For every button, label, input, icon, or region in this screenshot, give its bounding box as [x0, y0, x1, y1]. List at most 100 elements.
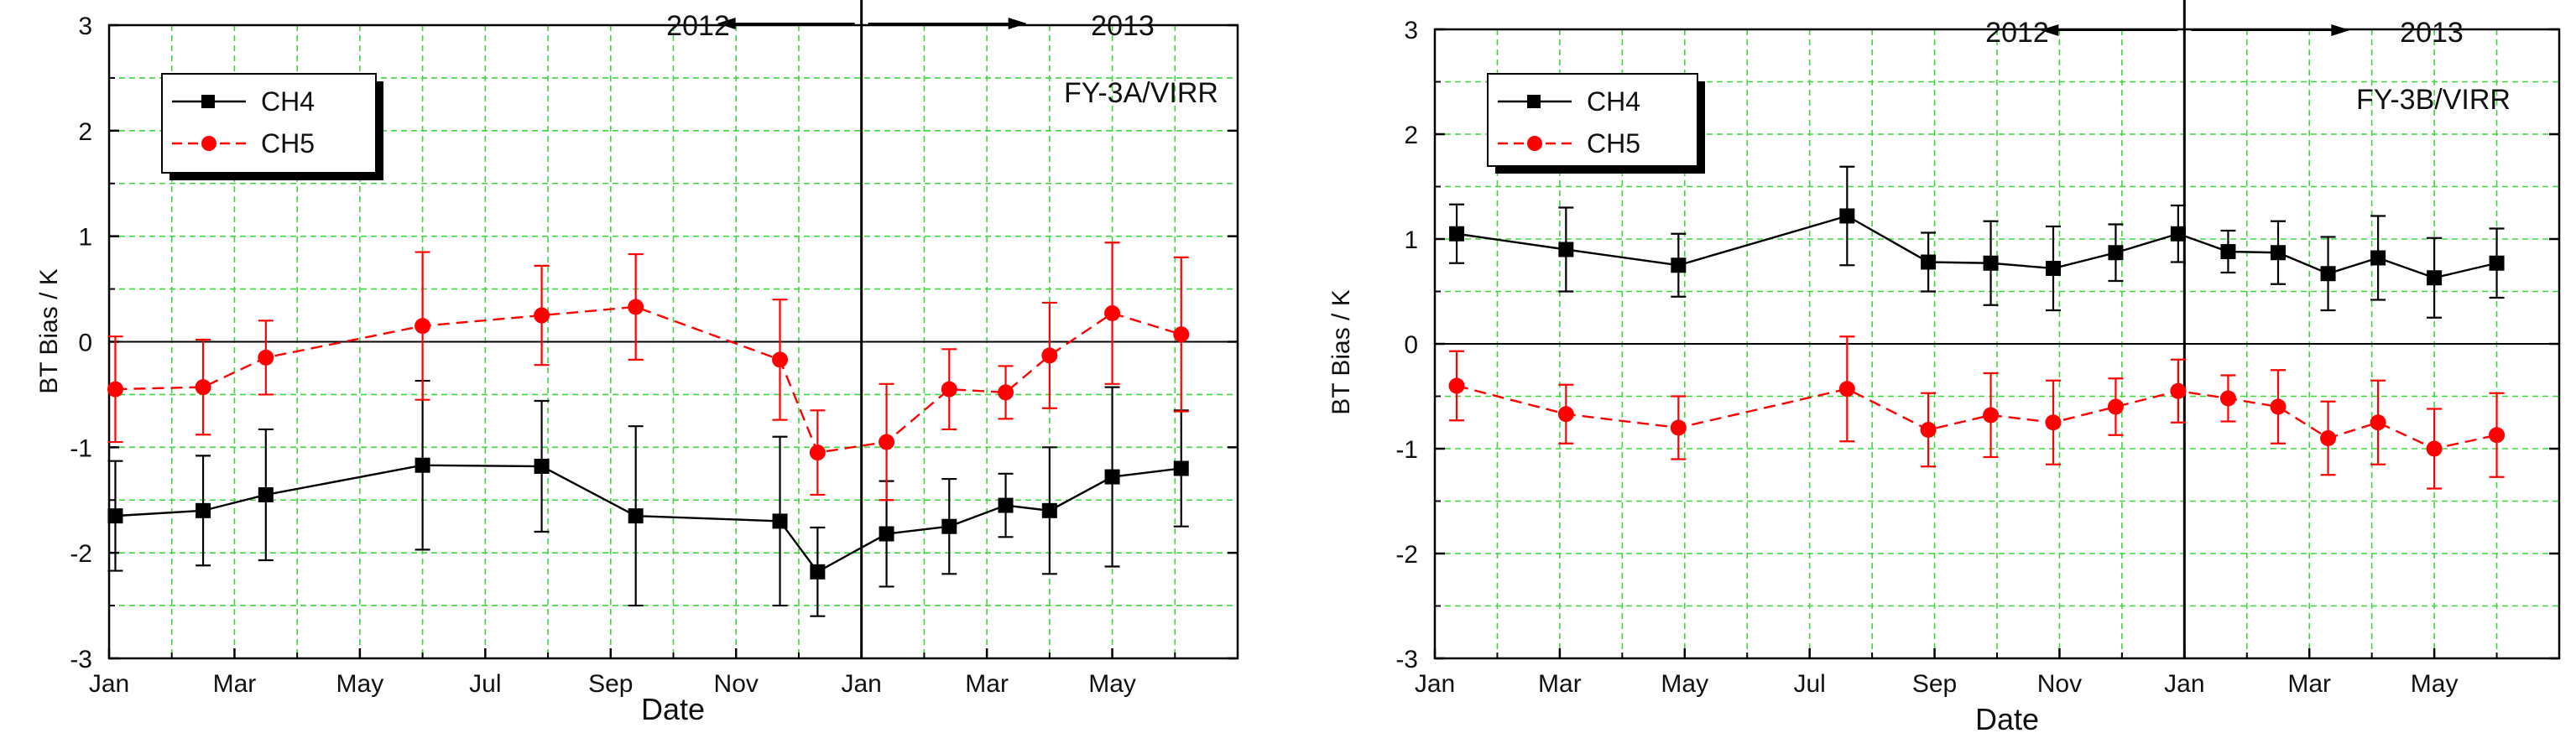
legend-marker [201, 95, 215, 108]
y-tick-label: 3 [78, 13, 92, 40]
data-point [2170, 382, 2187, 399]
series-line [1456, 384, 2497, 450]
data-point [1839, 208, 1855, 224]
x-tick-label: Jul [1793, 670, 1825, 698]
x-tick-label: Sep [1912, 670, 1957, 698]
data-point [2320, 430, 2337, 446]
x-tick-label: Jan [841, 670, 881, 698]
legend-label: CH4 [1587, 86, 1640, 117]
year-arrow-left-head [717, 18, 736, 29]
x-tick-label: Jan [2164, 670, 2204, 698]
y-tick-label: 0 [1404, 331, 1418, 359]
data-point [2108, 245, 2124, 261]
x-tick-label: Mar [965, 670, 1009, 698]
y-tick-label: 3 [1404, 17, 1418, 44]
data-point [1983, 407, 2000, 424]
x-tick-label: Mar [213, 670, 257, 698]
data-point [1983, 255, 1999, 271]
y-tick-label: 2 [78, 118, 92, 146]
y-tick-label: 1 [78, 224, 92, 252]
data-point [2170, 226, 2186, 242]
data-point [2045, 414, 2062, 431]
data-point [1558, 242, 1574, 257]
x-tick-label: Sep [588, 670, 633, 698]
series-ch5 [107, 242, 1190, 502]
data-point [628, 508, 644, 524]
data-point [2046, 261, 2061, 276]
x-tick-label: Jul [469, 670, 501, 698]
year-right-label: 2013 [2400, 17, 2464, 49]
year-left-label: 2012 [1985, 17, 2049, 49]
data-point [772, 513, 788, 529]
y-tick-label: 1 [1404, 226, 1418, 254]
x-tick-label: May [1661, 670, 1708, 698]
data-point [2270, 398, 2287, 415]
y-tick-label: -2 [70, 540, 92, 568]
data-point [1173, 460, 1189, 476]
data-point [810, 564, 826, 580]
data-point [1920, 422, 1937, 438]
year-arrow-right-head [1008, 18, 1027, 29]
series-ch5 [1448, 335, 2506, 490]
data-point [534, 307, 550, 324]
data-point [1921, 254, 1937, 270]
data-point [2427, 270, 2443, 286]
data-point [998, 497, 1014, 513]
legend-label: CH5 [261, 128, 315, 159]
data-point [2320, 266, 2336, 282]
data-point [2370, 414, 2386, 431]
y-tick-label: -3 [1395, 646, 1418, 673]
x-tick-label: Mar [1538, 670, 1582, 698]
legend-box [161, 73, 377, 174]
data-point [2271, 245, 2286, 261]
data-point [1041, 347, 1058, 364]
panel-title: FY-3B/VIRR [2356, 84, 2511, 116]
panel-title: FY-3A/VIRR [1064, 77, 1218, 109]
data-point [1838, 381, 1855, 398]
legend-marker [1527, 136, 1542, 151]
data-point [2370, 250, 2386, 266]
data-point [2107, 398, 2124, 415]
data-point [196, 502, 211, 518]
data-point [258, 486, 274, 502]
data-point [809, 444, 826, 461]
legend-box [1487, 73, 1698, 167]
x-tick-label: May [1088, 670, 1136, 698]
data-point [1173, 326, 1190, 343]
legend-label: CH5 [1587, 128, 1640, 159]
data-point [628, 299, 644, 315]
x-tick-label: Jan [89, 670, 129, 698]
y-tick-label: 0 [78, 330, 92, 357]
year-right-label: 2013 [1091, 10, 1155, 42]
data-point [879, 434, 895, 450]
x-axis-label: Date [1975, 702, 2039, 733]
legend-marker [1527, 95, 1541, 108]
y-tick-label: -1 [70, 434, 92, 462]
data-point [772, 351, 789, 368]
data-point [415, 457, 430, 473]
data-point [2489, 255, 2505, 271]
x-tick-label: Nov [714, 670, 759, 698]
data-point [879, 526, 894, 542]
data-point [1448, 377, 1465, 394]
y-tick-label: -2 [1395, 541, 1418, 569]
y-axis-label: BT Bias / K [1327, 289, 1355, 415]
x-tick-label: Jan [1415, 670, 1455, 698]
year-left-label: 2012 [666, 10, 730, 42]
data-point [941, 381, 957, 398]
data-point [2220, 244, 2236, 259]
data-point [941, 518, 957, 534]
series-ch4 [107, 379, 1189, 617]
data-point [2219, 390, 2236, 407]
data-point [1041, 502, 1057, 518]
legend-label: CH4 [261, 86, 315, 117]
data-point [2426, 440, 2443, 457]
data-point [1670, 419, 1687, 436]
series-ch4 [1449, 165, 2505, 319]
data-point [195, 379, 211, 396]
